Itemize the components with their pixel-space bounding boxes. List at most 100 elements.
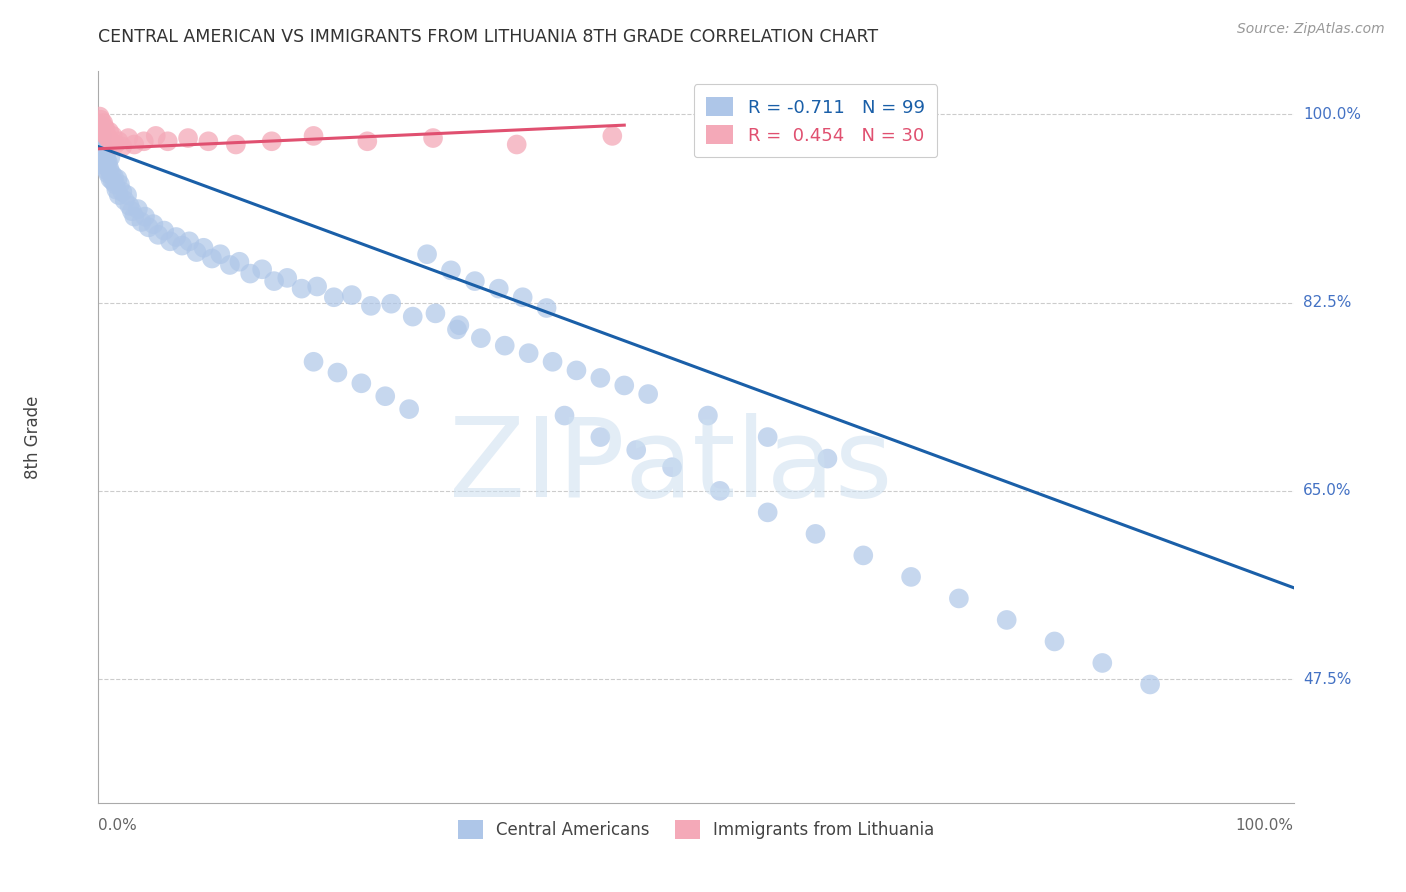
- Point: [145, 128, 167, 143]
- Point: [402, 310, 425, 324]
- Point: [101, 128, 124, 143]
- Legend: Central Americans, Immigrants from Lithuania: Central Americans, Immigrants from Lithu…: [451, 814, 941, 846]
- Text: 47.5%: 47.5%: [1303, 672, 1351, 687]
- Point: [115, 188, 138, 202]
- Point: [360, 299, 382, 313]
- Point: [589, 430, 612, 444]
- Point: [91, 142, 114, 156]
- Point: [209, 247, 232, 261]
- Text: CENTRAL AMERICAN VS IMMIGRANTS FROM LITHUANIA 8TH GRADE CORRELATION CHART: CENTRAL AMERICAN VS IMMIGRANTS FROM LITH…: [98, 28, 879, 45]
- Point: [602, 128, 624, 143]
- Point: [380, 296, 402, 310]
- Point: [398, 402, 420, 417]
- Point: [464, 274, 486, 288]
- Text: Source: ZipAtlas.com: Source: ZipAtlas.com: [1237, 22, 1385, 37]
- Point: [446, 322, 468, 336]
- Point: [91, 128, 114, 143]
- Point: [307, 279, 329, 293]
- Point: [159, 235, 181, 249]
- Point: [250, 262, 273, 277]
- Point: [263, 274, 285, 288]
- Point: [93, 127, 115, 141]
- Point: [124, 210, 146, 224]
- Point: [1139, 677, 1161, 691]
- Point: [90, 134, 112, 148]
- Point: [111, 139, 134, 153]
- Text: 100.0%: 100.0%: [1303, 107, 1361, 122]
- Point: [153, 223, 176, 237]
- Point: [626, 442, 648, 457]
- Point: [416, 247, 439, 261]
- Point: [114, 194, 136, 208]
- Point: [93, 120, 115, 135]
- Point: [89, 118, 111, 132]
- Point: [449, 318, 471, 333]
- Point: [138, 220, 160, 235]
- Point: [260, 134, 283, 148]
- Point: [697, 409, 720, 423]
- Point: [425, 306, 447, 320]
- Point: [488, 282, 510, 296]
- Point: [91, 118, 114, 132]
- Point: [91, 116, 114, 130]
- Point: [165, 230, 187, 244]
- Point: [107, 172, 129, 186]
- Point: [98, 161, 121, 176]
- Point: [172, 238, 194, 252]
- Point: [104, 137, 127, 152]
- Point: [517, 346, 540, 360]
- Point: [97, 155, 120, 169]
- Point: [94, 159, 117, 173]
- Point: [107, 188, 129, 202]
- Point: [127, 202, 149, 216]
- Point: [105, 183, 128, 197]
- Point: [276, 271, 298, 285]
- Text: atlas: atlas: [624, 413, 893, 520]
- Point: [186, 245, 208, 260]
- Point: [97, 131, 120, 145]
- Point: [1091, 656, 1114, 670]
- Point: [124, 137, 146, 152]
- Point: [111, 185, 134, 199]
- Point: [98, 150, 122, 164]
- Point: [91, 123, 114, 137]
- Point: [93, 155, 115, 169]
- Point: [131, 215, 153, 229]
- Text: ZIP: ZIP: [449, 413, 624, 520]
- Point: [326, 366, 349, 380]
- Point: [94, 148, 117, 162]
- Point: [177, 131, 200, 145]
- Point: [94, 122, 117, 136]
- Text: 8th Grade: 8th Grade: [24, 395, 42, 479]
- Point: [100, 167, 122, 181]
- Point: [91, 150, 114, 164]
- Point: [90, 112, 112, 127]
- Point: [506, 137, 529, 152]
- Point: [470, 331, 492, 345]
- Point: [756, 505, 779, 519]
- Point: [900, 570, 922, 584]
- Point: [121, 204, 143, 219]
- Point: [156, 134, 179, 148]
- Point: [804, 527, 827, 541]
- Point: [93, 145, 115, 159]
- Point: [995, 613, 1018, 627]
- Point: [440, 263, 463, 277]
- Text: 82.5%: 82.5%: [1303, 295, 1351, 310]
- Point: [219, 258, 242, 272]
- Point: [148, 227, 170, 242]
- Point: [302, 128, 325, 143]
- Point: [107, 134, 129, 148]
- Point: [103, 169, 125, 184]
- Point: [536, 301, 558, 315]
- Point: [96, 128, 118, 143]
- Point: [98, 134, 122, 148]
- Point: [494, 338, 516, 352]
- Point: [852, 549, 875, 563]
- Point: [228, 254, 250, 268]
- Point: [637, 387, 659, 401]
- Point: [96, 153, 118, 167]
- Point: [89, 110, 111, 124]
- Point: [374, 389, 396, 403]
- Point: [291, 282, 314, 296]
